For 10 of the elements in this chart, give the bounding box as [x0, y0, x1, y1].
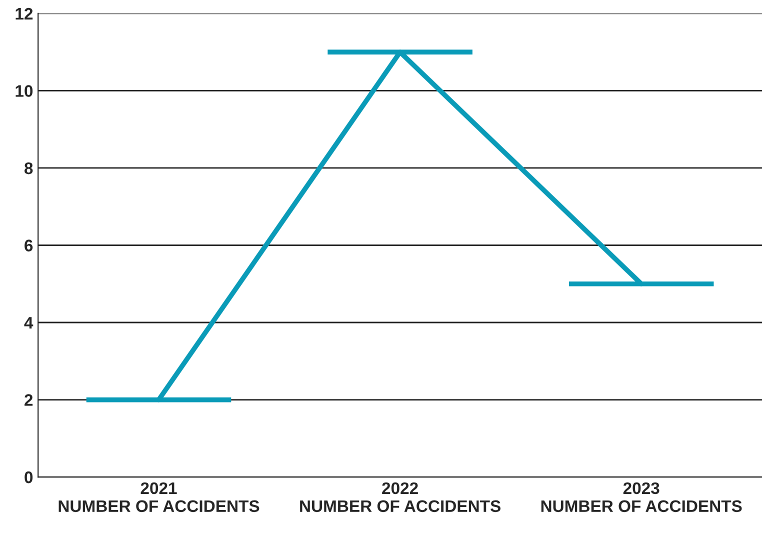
y-tick-label: 10	[16, 85, 33, 97]
y-tick-label: 8	[24, 162, 33, 174]
y-tick-label: 6	[24, 240, 33, 252]
y-tick-label: 0	[24, 471, 33, 484]
y-tick-label: 12	[16, 8, 33, 20]
y-tick-label: 4	[24, 317, 34, 329]
x-tick-label: 2022 NUMBER OF ACCIDENTS	[300, 482, 500, 512]
x-tick-label: 2023 NUMBER OF ACCIDENTS	[541, 482, 742, 512]
x-tick-label: 2021 NUMBER OF ACCIDENTS	[58, 482, 260, 512]
y-tick-label: 2	[24, 394, 33, 406]
